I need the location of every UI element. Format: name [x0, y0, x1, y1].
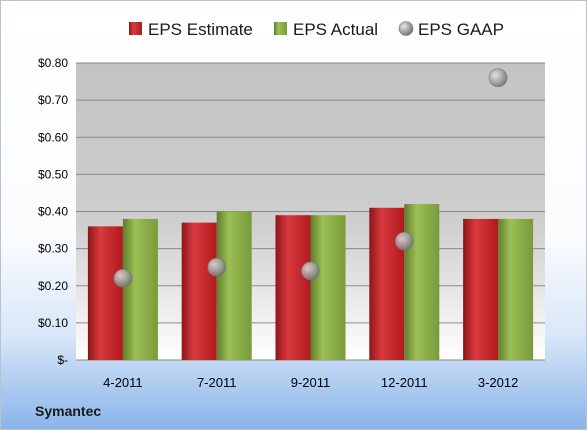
bar-eps-estimate — [87, 226, 123, 360]
y-tick-label: $0.20 — [38, 279, 68, 293]
legend-swatch-eps-estimate — [129, 22, 142, 35]
bar-eps-actual — [122, 218, 158, 360]
legend-label-eps-estimate: EPS Estimate — [148, 20, 253, 39]
y-tick-label: $0.80 — [38, 56, 68, 70]
y-tick-label: $0.60 — [38, 130, 68, 144]
y-tick-label: $- — [57, 353, 68, 367]
legend: EPS Estimate EPS Actual EPS GAAP — [129, 20, 504, 39]
bar-eps-estimate — [369, 207, 405, 360]
legend-label-eps-gaap: EPS GAAP — [418, 20, 504, 39]
bar-eps-actual — [498, 218, 534, 360]
legend-label-eps-actual: EPS Actual — [293, 20, 378, 39]
company-label: Symantec — [35, 403, 102, 419]
bar-eps-estimate — [463, 218, 499, 360]
bars — [87, 204, 534, 360]
x-tick-label: 4-2011 — [103, 375, 143, 390]
point-eps-gaap — [488, 68, 508, 88]
legend-swatch-eps-gaap — [398, 21, 414, 36]
x-tick-label: 7-2011 — [197, 375, 237, 390]
point-eps-gaap — [207, 257, 226, 277]
x-axis-ticks: 4-2011 7-2011 9-2011 12-2011 3-2012 — [103, 375, 518, 390]
y-tick-label: $0.30 — [38, 242, 68, 256]
x-tick-label: 12-2011 — [381, 375, 428, 390]
gaap-points — [113, 68, 508, 288]
legend-swatch-eps-actual — [274, 22, 287, 35]
bar-eps-estimate — [181, 222, 217, 360]
point-eps-gaap — [394, 231, 414, 251]
y-tick-label: $0.40 — [38, 205, 68, 219]
bar-eps-actual — [216, 211, 252, 360]
y-tick-label: $0.10 — [38, 316, 68, 330]
y-axis-ticks: $- $0.10 $0.20 $0.30 $0.40 $0.50 $0.60 $0.70 $0.… — [38, 56, 68, 367]
point-eps-gaap — [301, 261, 320, 281]
bar-eps-estimate — [275, 215, 311, 360]
x-tick-label: 9-2011 — [291, 375, 331, 390]
y-tick-label: $0.70 — [38, 93, 68, 107]
bar-eps-actual — [310, 215, 346, 360]
bar-eps-actual — [404, 204, 440, 360]
y-tick-label: $0.50 — [38, 167, 68, 181]
x-tick-label: 3-2012 — [478, 375, 518, 390]
point-eps-gaap — [113, 269, 133, 288]
